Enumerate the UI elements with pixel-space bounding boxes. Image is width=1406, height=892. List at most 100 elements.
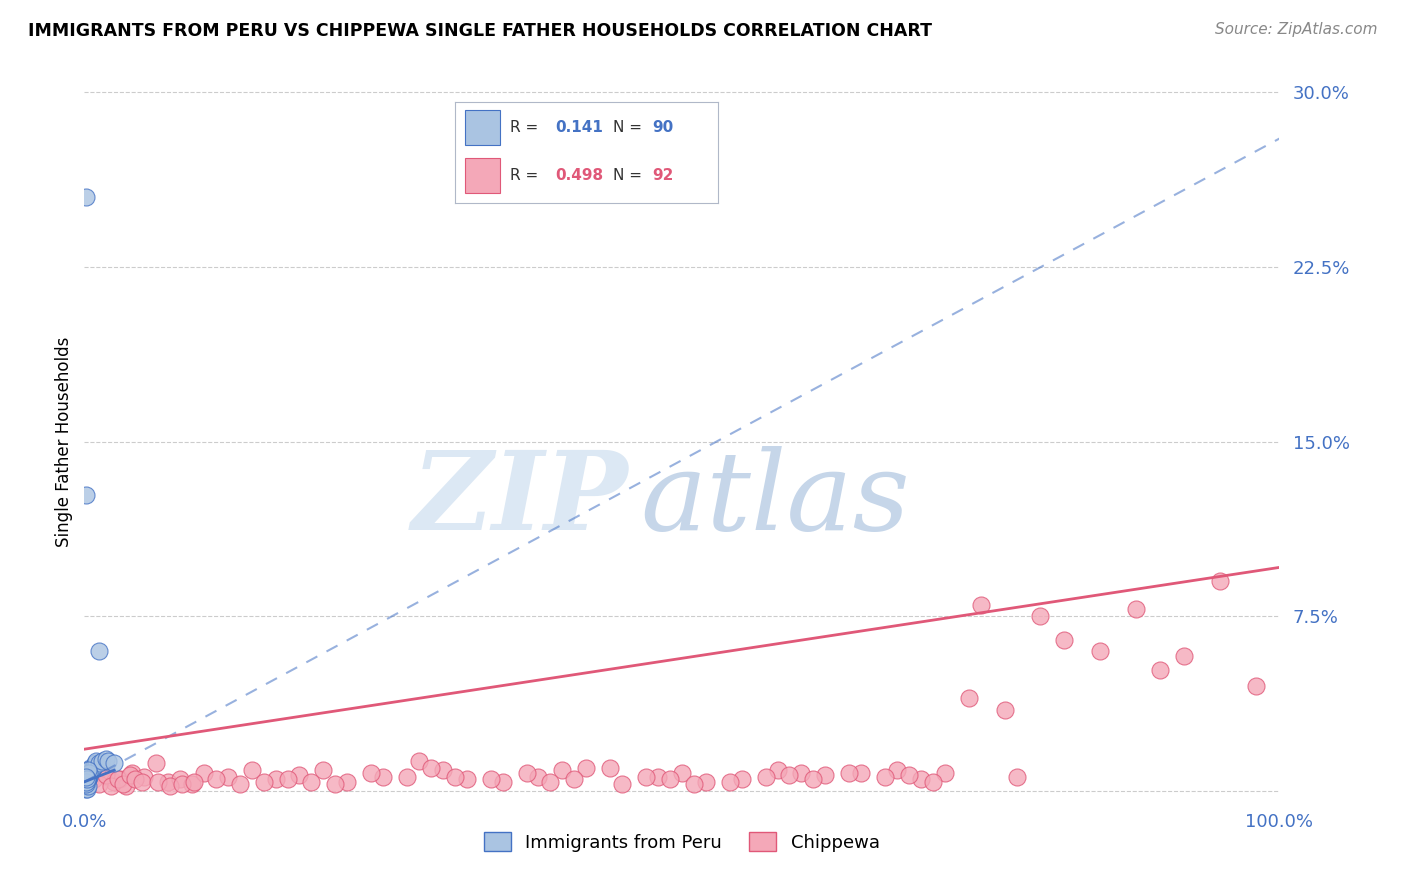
Point xyxy=(76,768,98,782)
Point xyxy=(277,772,299,787)
Point xyxy=(814,768,837,782)
Point xyxy=(77,768,100,782)
Point xyxy=(157,774,180,789)
Point xyxy=(148,774,170,789)
Point xyxy=(84,756,107,771)
Point xyxy=(75,777,97,791)
Point xyxy=(551,763,574,777)
Point xyxy=(636,770,658,784)
Point xyxy=(731,772,754,787)
Point xyxy=(957,690,980,705)
Point xyxy=(79,772,101,787)
Point xyxy=(73,777,96,791)
Point xyxy=(76,765,98,780)
Point xyxy=(183,774,205,789)
Point xyxy=(851,765,873,780)
Point xyxy=(76,772,98,787)
Point xyxy=(91,761,114,775)
Point xyxy=(75,774,97,789)
Point xyxy=(76,772,98,787)
Point xyxy=(76,772,98,787)
Point xyxy=(79,761,101,775)
Point xyxy=(75,772,97,787)
Point xyxy=(118,768,141,782)
Point xyxy=(110,772,132,787)
Point xyxy=(75,770,97,784)
Point xyxy=(898,768,921,782)
Point xyxy=(75,777,97,791)
Point xyxy=(75,772,97,787)
Point xyxy=(922,774,945,789)
Point xyxy=(172,777,194,791)
Point xyxy=(82,761,104,775)
Point xyxy=(683,777,706,791)
Point xyxy=(77,768,100,782)
Point xyxy=(1053,632,1076,647)
Point xyxy=(86,765,108,780)
Point xyxy=(75,777,97,791)
Point xyxy=(695,774,717,789)
Point xyxy=(75,774,97,789)
Point xyxy=(659,772,682,787)
Point xyxy=(77,780,100,794)
Point xyxy=(94,768,117,782)
Point xyxy=(100,780,122,794)
Point xyxy=(76,772,98,787)
Point xyxy=(301,774,323,789)
Point xyxy=(75,774,97,789)
Point xyxy=(229,777,252,791)
Point xyxy=(516,765,538,780)
Point xyxy=(1149,663,1171,677)
Point xyxy=(75,774,97,789)
Point xyxy=(87,756,110,771)
Point xyxy=(76,770,98,784)
Point xyxy=(75,774,97,789)
Text: Source: ZipAtlas.com: Source: ZipAtlas.com xyxy=(1215,22,1378,37)
Point xyxy=(181,777,204,791)
Point xyxy=(111,777,134,791)
Point xyxy=(76,770,98,784)
Point xyxy=(575,761,598,775)
Point xyxy=(103,756,125,771)
Point xyxy=(77,770,100,784)
Point xyxy=(456,772,478,787)
Point xyxy=(75,781,97,796)
Point xyxy=(336,774,359,789)
Point xyxy=(73,772,96,787)
Point xyxy=(75,772,97,787)
Point xyxy=(408,754,430,768)
Point xyxy=(75,770,97,784)
Point xyxy=(75,190,97,204)
Point xyxy=(97,770,120,784)
Point xyxy=(75,774,97,789)
Point xyxy=(77,765,100,780)
Point xyxy=(564,772,586,787)
Point xyxy=(145,756,167,771)
Point xyxy=(80,763,103,777)
Point xyxy=(132,770,156,784)
Point xyxy=(76,768,98,782)
Point xyxy=(1029,609,1052,624)
Point xyxy=(131,774,153,789)
Point xyxy=(934,765,956,780)
Point xyxy=(121,765,143,780)
Point xyxy=(76,770,98,784)
Point xyxy=(1125,602,1147,616)
Point xyxy=(76,772,98,787)
Point xyxy=(205,772,228,787)
Y-axis label: Single Father Households: Single Father Households xyxy=(55,336,73,547)
Point xyxy=(75,488,97,502)
Point xyxy=(77,772,100,787)
Point xyxy=(76,770,98,784)
Point xyxy=(76,774,98,789)
Point xyxy=(97,754,120,768)
Point xyxy=(75,772,97,787)
Point xyxy=(75,770,97,784)
Point xyxy=(76,770,98,784)
Point xyxy=(312,763,335,777)
Point xyxy=(75,774,97,789)
Point xyxy=(527,770,550,784)
Point xyxy=(76,770,98,784)
Point xyxy=(766,763,789,777)
Point xyxy=(970,598,993,612)
